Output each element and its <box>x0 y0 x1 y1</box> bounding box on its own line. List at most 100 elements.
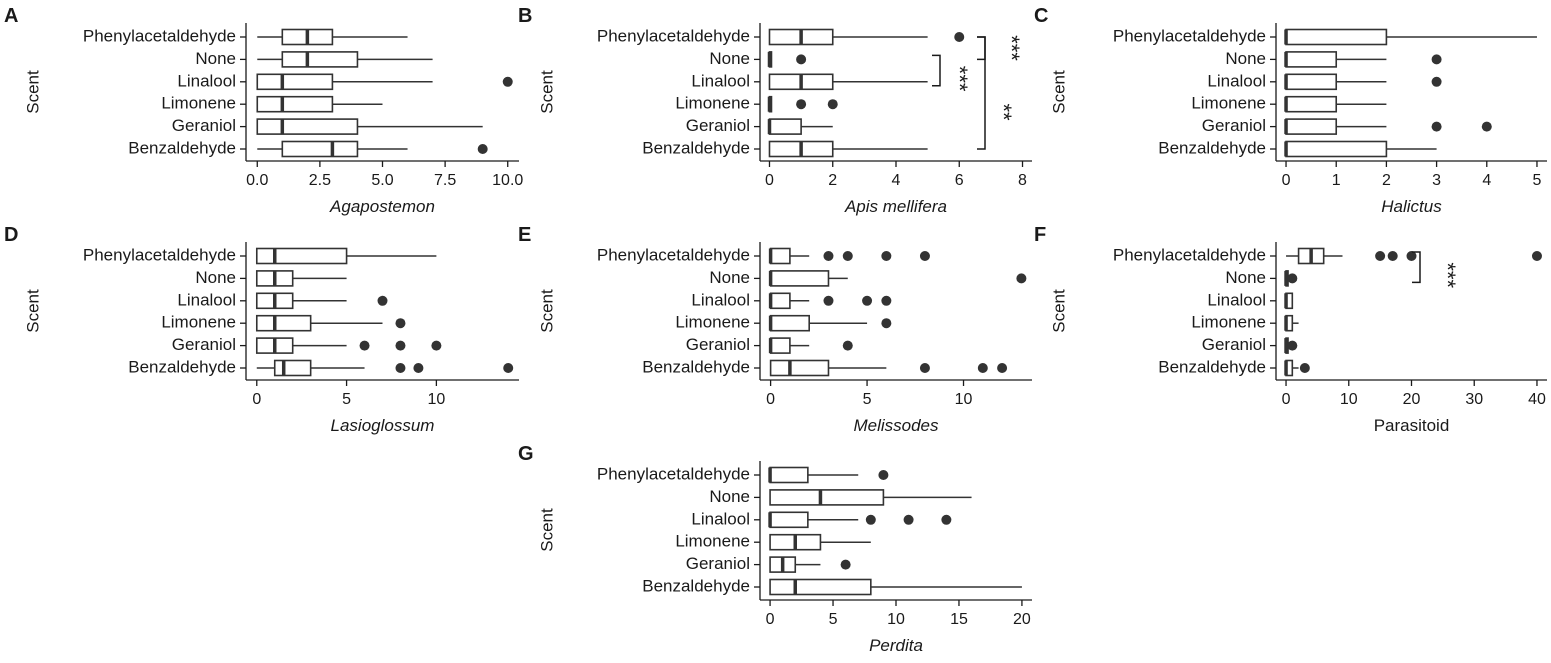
boxplot <box>768 73 928 91</box>
outlier-point <box>1431 54 1442 65</box>
x-tick-label: 0 <box>252 391 261 408</box>
category-label: Linalool <box>177 71 236 90</box>
outlier-point <box>431 340 442 351</box>
outlier-point <box>1481 121 1492 132</box>
category-label: Linalool <box>177 290 236 309</box>
x-tick-label: 5 <box>863 391 872 408</box>
iqr-box <box>769 359 830 377</box>
x-axis-title: Lasioglossum <box>331 416 435 435</box>
outlier-point <box>977 363 988 373</box>
category-label: Phenylacetaldehyde <box>1113 26 1266 45</box>
x-tick-label: 2.5 <box>309 172 331 189</box>
category-label: Geraniol <box>1202 116 1266 135</box>
category-label: Phenylacetaldehyde <box>597 26 750 45</box>
boxplot <box>769 556 851 573</box>
boxplot <box>768 314 892 332</box>
category-label: Limonene <box>161 313 236 332</box>
outlier-point <box>502 76 513 87</box>
boxplot <box>255 314 406 332</box>
outlier-point <box>823 295 834 306</box>
significance-bracket <box>977 36 986 61</box>
iqr-box <box>255 314 312 332</box>
y-axis-title: Scent <box>23 289 42 333</box>
iqr-box <box>1285 118 1338 135</box>
x-tick-label: 5 <box>829 611 838 628</box>
category-label: Linalool <box>691 290 750 309</box>
category-label: None <box>195 268 236 287</box>
panel-letter: B <box>518 5 532 27</box>
boxplot <box>1284 95 1387 113</box>
category-label: Limonene <box>1191 313 1266 332</box>
x-tick-label: 1 <box>1332 172 1341 189</box>
category-label: None <box>709 487 750 506</box>
category-label: Linalool <box>691 71 750 90</box>
outlier-point <box>941 514 952 525</box>
category-label: Limonene <box>675 532 750 551</box>
outlier-point <box>1299 363 1310 373</box>
iqr-box <box>769 466 809 484</box>
y-axis-title: Scent <box>537 70 556 114</box>
outlier-point <box>881 251 892 261</box>
x-tick-label: 2 <box>828 172 837 189</box>
boxplot <box>257 51 433 68</box>
x-tick-label: 3 <box>1432 172 1441 189</box>
panel-d: D Scent 0 5 10 Lasioglossum Phenylacetaldehyde… <box>4 224 519 435</box>
x-tick-label: 0 <box>1282 172 1291 189</box>
category-label: None <box>195 49 236 68</box>
category-label: Benzaldehyde <box>1158 138 1266 157</box>
iqr-box <box>1285 51 1338 68</box>
boxplot <box>767 118 833 135</box>
outlier-point <box>823 251 834 261</box>
category-label: Limonene <box>1191 94 1266 113</box>
boxplot <box>1284 359 1310 377</box>
outlier-point <box>878 470 889 480</box>
x-tick-label: 20 <box>1013 611 1031 628</box>
outlier-point <box>1375 251 1386 261</box>
x-tick-label: 10 <box>427 391 445 408</box>
category-label: Geraniol <box>172 116 236 135</box>
outlier-point <box>477 144 488 154</box>
category-label: None <box>709 49 750 68</box>
category-label: Phenylacetaldehyde <box>1113 245 1266 264</box>
outlier-point <box>919 251 930 261</box>
category-label: Benzaldehyde <box>642 357 750 376</box>
category-label: Phenylacetaldehyde <box>83 245 236 264</box>
boxplot <box>256 359 514 377</box>
x-tick-label: 20 <box>1403 391 1421 408</box>
x-tick-label: 8 <box>1018 172 1027 189</box>
iqr-box <box>1285 140 1388 158</box>
x-tick-label: 0 <box>1282 391 1291 408</box>
boxplot <box>255 337 442 354</box>
significance-label: *** <box>947 66 972 92</box>
panel-f: F Scent 0 10 20 30 40 Parasitoid Phenylacetaldeh… <box>1034 224 1547 435</box>
category-label: Geraniol <box>172 335 236 354</box>
category-label: Phenylacetaldehyde <box>597 245 750 264</box>
panel-letter: D <box>4 224 18 246</box>
significance-label: *** <box>999 35 1024 61</box>
category-label: None <box>1225 268 1266 287</box>
iqr-box <box>281 140 359 158</box>
boxplot <box>1284 118 1492 135</box>
panel-e: E Scent 0 5 10 Melissodes Phenylacetaldehyde No… <box>518 224 1032 435</box>
outlier-point <box>1531 251 1542 261</box>
category-label: Limonene <box>675 313 750 332</box>
panel-g: G Scent 0 5 10 15 20 Perdita Phenylacetaldehyde N… <box>518 443 1032 655</box>
iqr-box <box>769 247 791 265</box>
boxplot <box>767 51 807 68</box>
boxplot <box>1284 51 1442 68</box>
category-label: Geraniol <box>686 116 750 135</box>
outlier-point <box>1016 273 1027 284</box>
iqr-box <box>769 489 885 506</box>
iqr-box <box>1285 28 1388 46</box>
iqr-box <box>256 73 334 91</box>
x-tick-label: 40 <box>1528 391 1546 408</box>
panel-c: C Scent 0 1 2 3 4 5 Halictus Phenylacetaldehyde No… <box>1034 5 1547 216</box>
iqr-box <box>255 247 348 265</box>
significance-bracket <box>977 36 986 150</box>
boxplot <box>769 489 972 506</box>
boxplot <box>769 578 1022 596</box>
category-label: Limonene <box>161 94 236 113</box>
panel-letter: A <box>4 5 18 27</box>
outlier-point <box>827 99 838 110</box>
significance-label: *** <box>1435 262 1460 288</box>
